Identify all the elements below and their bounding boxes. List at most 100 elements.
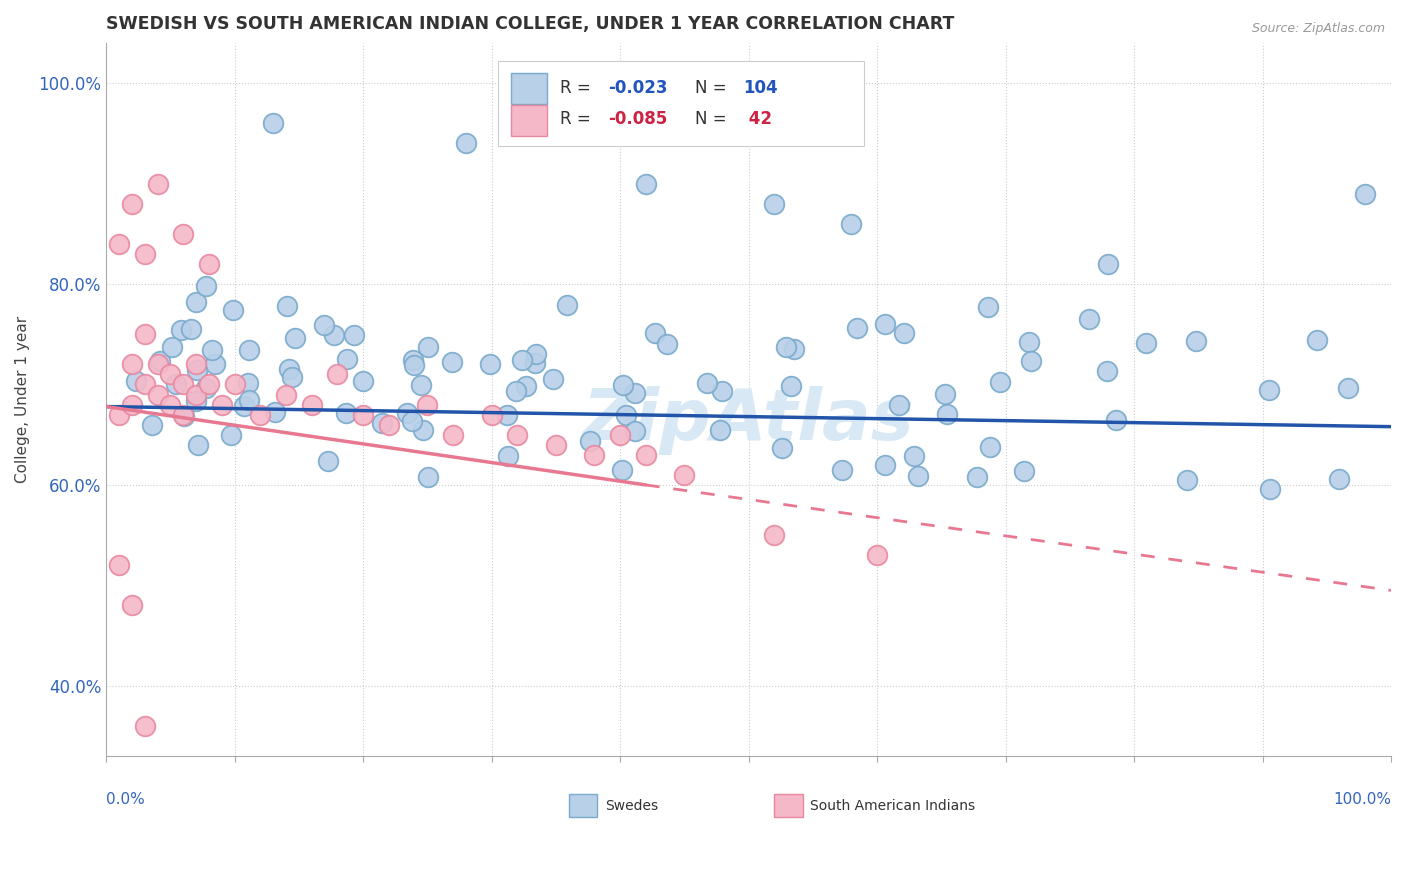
Point — [172, 377, 194, 392]
Point — [1258, 482, 1281, 496]
Point — [402, 352, 425, 367]
Point — [515, 379, 537, 393]
Point — [274, 387, 297, 401]
Point — [146, 357, 169, 371]
Point — [141, 417, 163, 432]
Point — [510, 352, 533, 367]
Point — [783, 342, 806, 356]
Point — [404, 359, 426, 373]
Point — [378, 417, 401, 432]
Point — [655, 336, 678, 351]
Text: R =: R = — [560, 111, 596, 128]
Point — [873, 458, 896, 472]
Point — [108, 408, 131, 422]
Point — [887, 398, 910, 412]
Point — [284, 331, 307, 345]
Point — [263, 405, 285, 419]
Point — [134, 719, 156, 733]
Point — [1105, 413, 1128, 427]
Point — [121, 599, 143, 613]
Point — [524, 347, 547, 361]
Point — [159, 398, 181, 412]
Point — [159, 368, 181, 382]
Point — [555, 298, 578, 312]
Point — [1095, 364, 1118, 378]
Point — [634, 448, 657, 462]
Point — [160, 340, 183, 354]
Point — [314, 318, 336, 332]
Point — [146, 177, 169, 191]
Point — [281, 370, 304, 384]
Text: N =: N = — [695, 78, 731, 97]
Point — [219, 428, 242, 442]
Point — [184, 357, 207, 371]
Bar — [568, 794, 598, 817]
Point — [841, 217, 863, 231]
Point — [780, 379, 803, 393]
Point — [623, 385, 645, 400]
Point — [831, 462, 853, 476]
Text: Swedes: Swedes — [605, 799, 658, 814]
Point — [770, 441, 793, 455]
Point — [211, 398, 233, 412]
Point — [1354, 186, 1376, 201]
Text: 42: 42 — [744, 111, 772, 128]
Bar — [775, 794, 803, 817]
Y-axis label: College, Under 1 year: College, Under 1 year — [15, 316, 30, 483]
Point — [934, 387, 956, 401]
Point — [222, 302, 245, 317]
Point — [979, 441, 1001, 455]
Point — [1018, 334, 1040, 349]
Text: ZipAtlas: ZipAtlas — [582, 386, 914, 456]
Point — [609, 427, 631, 442]
Point — [249, 408, 271, 422]
Point — [1077, 311, 1099, 326]
Point — [149, 353, 172, 368]
Point — [262, 116, 284, 130]
Point — [583, 448, 606, 462]
Point — [316, 454, 339, 468]
Point — [616, 409, 638, 423]
Point — [121, 196, 143, 211]
Point — [1306, 333, 1329, 347]
Point — [977, 300, 1000, 314]
Point — [1258, 383, 1281, 397]
Point — [224, 377, 246, 392]
Text: 100.0%: 100.0% — [1333, 792, 1391, 807]
Point — [496, 449, 519, 463]
Point — [612, 377, 634, 392]
Point — [624, 424, 647, 438]
Point — [416, 398, 439, 412]
Text: N =: N = — [695, 111, 731, 128]
Point — [186, 363, 208, 377]
Point — [416, 340, 439, 354]
Point — [541, 372, 564, 386]
Point — [201, 343, 224, 358]
Bar — [510, 73, 547, 103]
Point — [301, 398, 323, 412]
Point — [165, 376, 187, 391]
Point — [134, 377, 156, 392]
Text: 0.0%: 0.0% — [107, 792, 145, 807]
Point — [180, 322, 202, 336]
Point — [845, 321, 868, 335]
Point — [238, 343, 260, 358]
Point — [172, 408, 194, 422]
Point — [412, 423, 434, 437]
Point — [966, 470, 988, 484]
Point — [277, 362, 299, 376]
Point — [238, 376, 260, 390]
Point — [1185, 334, 1208, 349]
Point — [873, 318, 896, 332]
Point — [401, 414, 423, 428]
Point — [134, 327, 156, 342]
Point — [352, 375, 374, 389]
Point — [634, 177, 657, 191]
Point — [454, 136, 477, 151]
Text: R =: R = — [560, 78, 596, 97]
Point — [1021, 353, 1043, 368]
Point — [935, 407, 957, 421]
Point — [124, 374, 146, 388]
Point — [893, 326, 915, 341]
Point — [146, 387, 169, 401]
